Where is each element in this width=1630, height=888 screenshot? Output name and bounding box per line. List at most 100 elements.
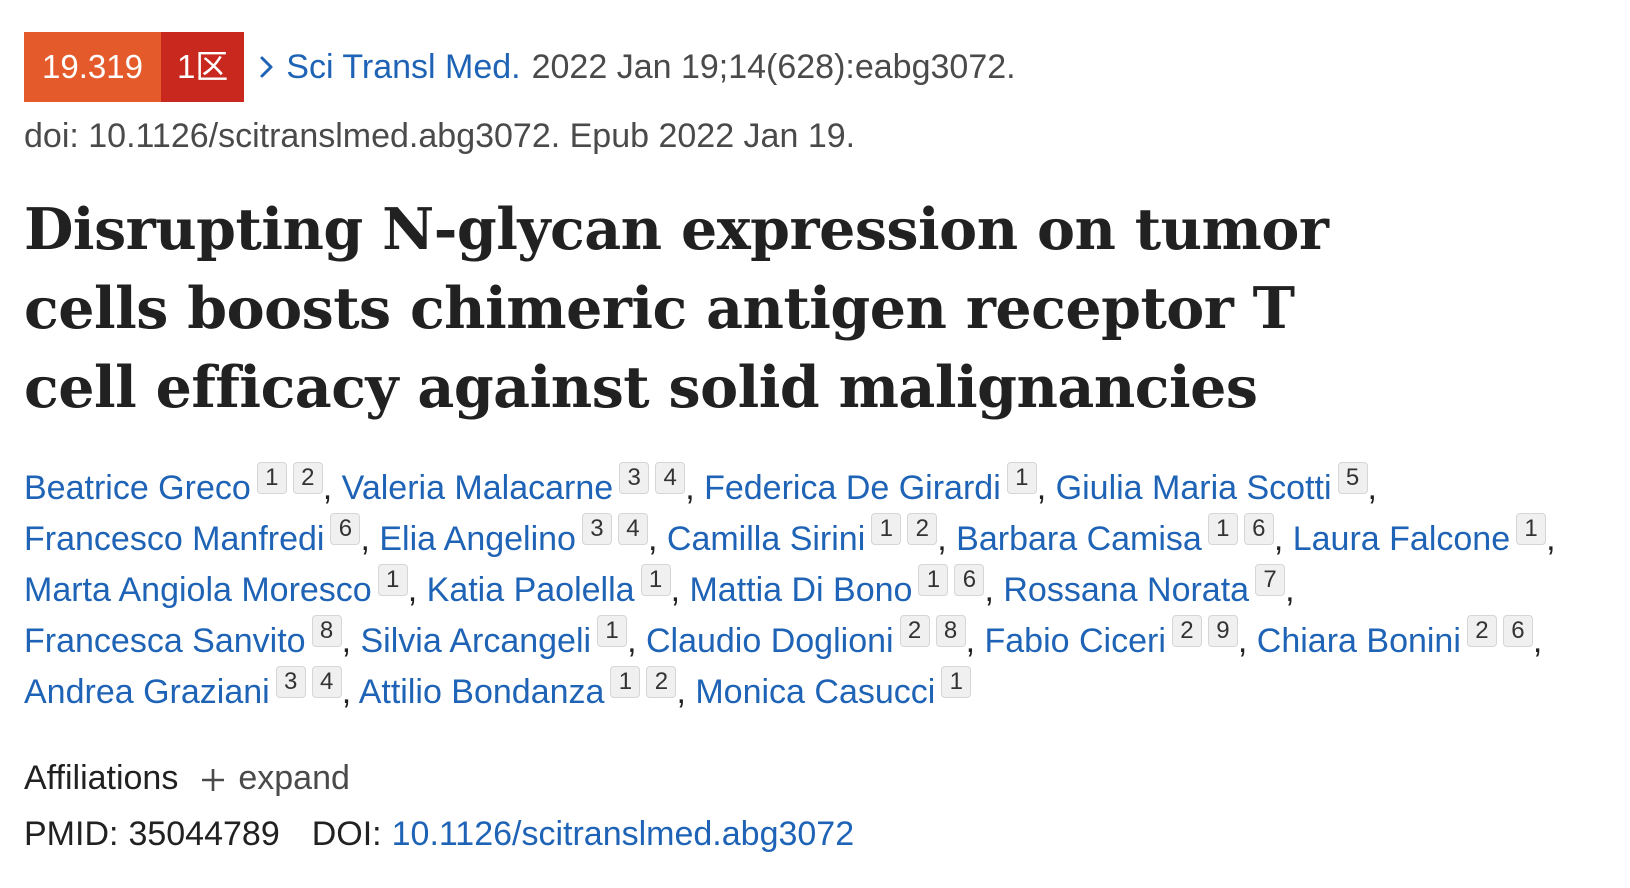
author-item: Elia Angelino 3 4, xyxy=(379,513,657,558)
journal-zone: 1区 xyxy=(160,32,245,102)
author-name-link[interactable]: Federica De Girardi xyxy=(704,469,1001,507)
author-name-link[interactable]: Francesco Manfredi xyxy=(24,520,325,558)
citation-row: 19.319 1区 Sci Transl Med. 2022 Jan 19;14… xyxy=(24,32,1614,102)
author-separator: , xyxy=(685,469,695,507)
author-item: Chiara Bonini 2 6, xyxy=(1256,615,1543,660)
affiliation-number-badge[interactable]: 4 xyxy=(655,462,686,494)
affiliation-number-badge[interactable]: 2 xyxy=(646,666,677,698)
affiliation-number-badge[interactable]: 8 xyxy=(935,615,966,647)
author-item: Giulia Maria Scotti 5, xyxy=(1055,462,1377,507)
affiliations-expand-button[interactable]: expand xyxy=(200,759,350,798)
pmid-label: PMID: xyxy=(24,814,119,853)
author-name-link[interactable]: Francesca Sanvito xyxy=(24,622,306,660)
impact-badge[interactable]: 19.319 1区 xyxy=(24,32,245,102)
identifiers: PMID: 35044789 DOI: 10.1126/scitranslmed… xyxy=(24,810,1614,858)
affiliation-number-badge[interactable]: 1 xyxy=(1516,513,1547,545)
expand-label: expand xyxy=(238,758,350,797)
article-title: Disrupting N-glycan expression on tumor … xyxy=(24,196,1329,421)
author-name-link[interactable]: Monica Casucci xyxy=(695,673,936,711)
affiliation-number-badge[interactable]: 6 xyxy=(330,513,361,545)
author-separator: , xyxy=(937,520,947,558)
citation-doi-line: doi: 10.1126/scitranslmed.abg3072. Epub … xyxy=(24,117,856,155)
affiliation-number-badge[interactable]: 3 xyxy=(275,666,306,698)
author-item: Attilio Bondanza 1 2, xyxy=(358,666,686,711)
affiliation-number-badge[interactable]: 1 xyxy=(256,462,287,494)
article-header: 19.319 1区 Sci Transl Med. 2022 Jan 19;14… xyxy=(24,32,1614,858)
author-name-link[interactable]: Beatrice Greco xyxy=(24,469,251,507)
journal-link[interactable]: Sci Transl Med. xyxy=(286,47,521,86)
author-name-link[interactable]: Andrea Graziani xyxy=(24,673,270,711)
author-item: Silvia Arcangeli 1, xyxy=(360,615,637,660)
affiliation-number-badge[interactable]: 4 xyxy=(311,666,342,698)
author-name-link[interactable]: Fabio Ciceri xyxy=(984,622,1166,660)
affiliation-number-badge[interactable]: 5 xyxy=(1337,462,1368,494)
affiliation-number-badge[interactable]: 1 xyxy=(918,564,949,596)
citation-details: 2022 Jan 19;14(628):eabg3072. xyxy=(531,47,1016,86)
author-separator: , xyxy=(1285,571,1295,609)
impact-factor: 19.319 xyxy=(24,32,161,102)
authors-list: Beatrice Greco 1 2, Valeria Malacarne 3 4, F… xyxy=(24,462,1594,718)
doi-link[interactable]: 10.1126/scitranslmed.abg3072 xyxy=(391,814,855,853)
author-name-link[interactable]: Laura Falcone xyxy=(1292,520,1511,558)
author-item: Mattia Di Bono 1 6, xyxy=(689,564,994,609)
affiliation-number-badge[interactable]: 1 xyxy=(1207,513,1238,545)
affiliation-number-badge[interactable]: 2 xyxy=(907,513,938,545)
author-name-link[interactable]: Elia Angelino xyxy=(379,520,576,558)
affiliation-number-badge[interactable]: 1 xyxy=(871,513,902,545)
author-name-link[interactable]: Camilla Sirini xyxy=(666,520,866,558)
affiliation-number-badge[interactable]: 6 xyxy=(1502,615,1533,647)
affiliation-number-badge[interactable]: 3 xyxy=(619,462,650,494)
author-separator: , xyxy=(1367,469,1377,507)
author-item: Monica Casucci 1 xyxy=(695,666,972,711)
doi-label: DOI: xyxy=(311,814,382,853)
author-item: Claudio Doglioni 2 8, xyxy=(645,615,975,660)
affiliation-number-badge[interactable]: 1 xyxy=(640,564,671,596)
author-name-link[interactable]: Marta Angiola Moresco xyxy=(24,571,372,609)
author-item: Marta Angiola Moresco 1, xyxy=(24,564,417,609)
affiliation-number-badge[interactable]: 4 xyxy=(617,513,648,545)
affiliation-number-badge[interactable]: 6 xyxy=(954,564,985,596)
author-item: Laura Falcone 1, xyxy=(1292,513,1556,558)
affiliation-number-badge[interactable]: 2 xyxy=(1466,615,1497,647)
author-name-link[interactable]: Claudio Doglioni xyxy=(645,622,894,660)
affiliation-number-badge[interactable]: 7 xyxy=(1255,564,1286,596)
author-name-link[interactable]: Valeria Malacarne xyxy=(341,469,614,507)
author-name-link[interactable]: Mattia Di Bono xyxy=(689,571,913,609)
author-name-link[interactable]: Silvia Arcangeli xyxy=(360,622,592,660)
author-separator: , xyxy=(341,673,352,711)
affiliation-number-badge[interactable]: 2 xyxy=(292,462,323,494)
author-item: Barbara Camisa 1 6, xyxy=(956,513,1283,558)
affiliation-number-badge[interactable]: 8 xyxy=(311,615,342,647)
author-name-link[interactable]: Chiara Bonini xyxy=(1256,622,1461,660)
author-item: Andrea Graziani 3 4, xyxy=(24,666,352,711)
author-name-link[interactable]: Giulia Maria Scotti xyxy=(1055,469,1332,507)
affiliation-number-badge[interactable]: 1 xyxy=(597,615,628,647)
author-item: Fabio Ciceri 2 9, xyxy=(984,615,1248,660)
author-name-link[interactable]: Attilio Bondanza xyxy=(358,673,605,711)
author-item: Rossana Norata 7, xyxy=(1003,564,1295,609)
affiliation-number-badge[interactable]: 6 xyxy=(1243,513,1274,545)
affiliation-number-badge[interactable]: 3 xyxy=(581,513,612,545)
author-separator: , xyxy=(341,622,352,660)
affiliation-number-badge[interactable]: 2 xyxy=(1171,615,1202,647)
author-separator: , xyxy=(627,622,637,660)
pmid-value: 35044789 xyxy=(128,814,280,853)
affiliation-number-badge[interactable]: 9 xyxy=(1207,615,1238,647)
author-separator: , xyxy=(1237,622,1248,660)
author-separator: , xyxy=(676,673,686,711)
affiliation-number-badge[interactable]: 2 xyxy=(899,615,930,647)
author-item: Francesca Sanvito 8, xyxy=(24,615,352,660)
author-separator: , xyxy=(360,520,370,558)
author-separator: , xyxy=(670,571,681,609)
affiliation-number-badge[interactable]: 1 xyxy=(610,666,641,698)
author-separator: , xyxy=(1532,622,1543,660)
author-name-link[interactable]: Barbara Camisa xyxy=(956,520,1202,558)
affiliation-number-badge[interactable]: 1 xyxy=(1006,462,1037,494)
author-name-link[interactable]: Rossana Norata xyxy=(1003,571,1250,609)
chevron-right-icon[interactable] xyxy=(258,52,276,82)
affiliation-number-badge[interactable]: 1 xyxy=(941,666,972,698)
author-name-link[interactable]: Katia Paolella xyxy=(426,571,635,609)
author-item: Beatrice Greco 1 2, xyxy=(24,462,333,507)
author-separator: , xyxy=(322,469,333,507)
affiliation-number-badge[interactable]: 1 xyxy=(377,564,408,596)
